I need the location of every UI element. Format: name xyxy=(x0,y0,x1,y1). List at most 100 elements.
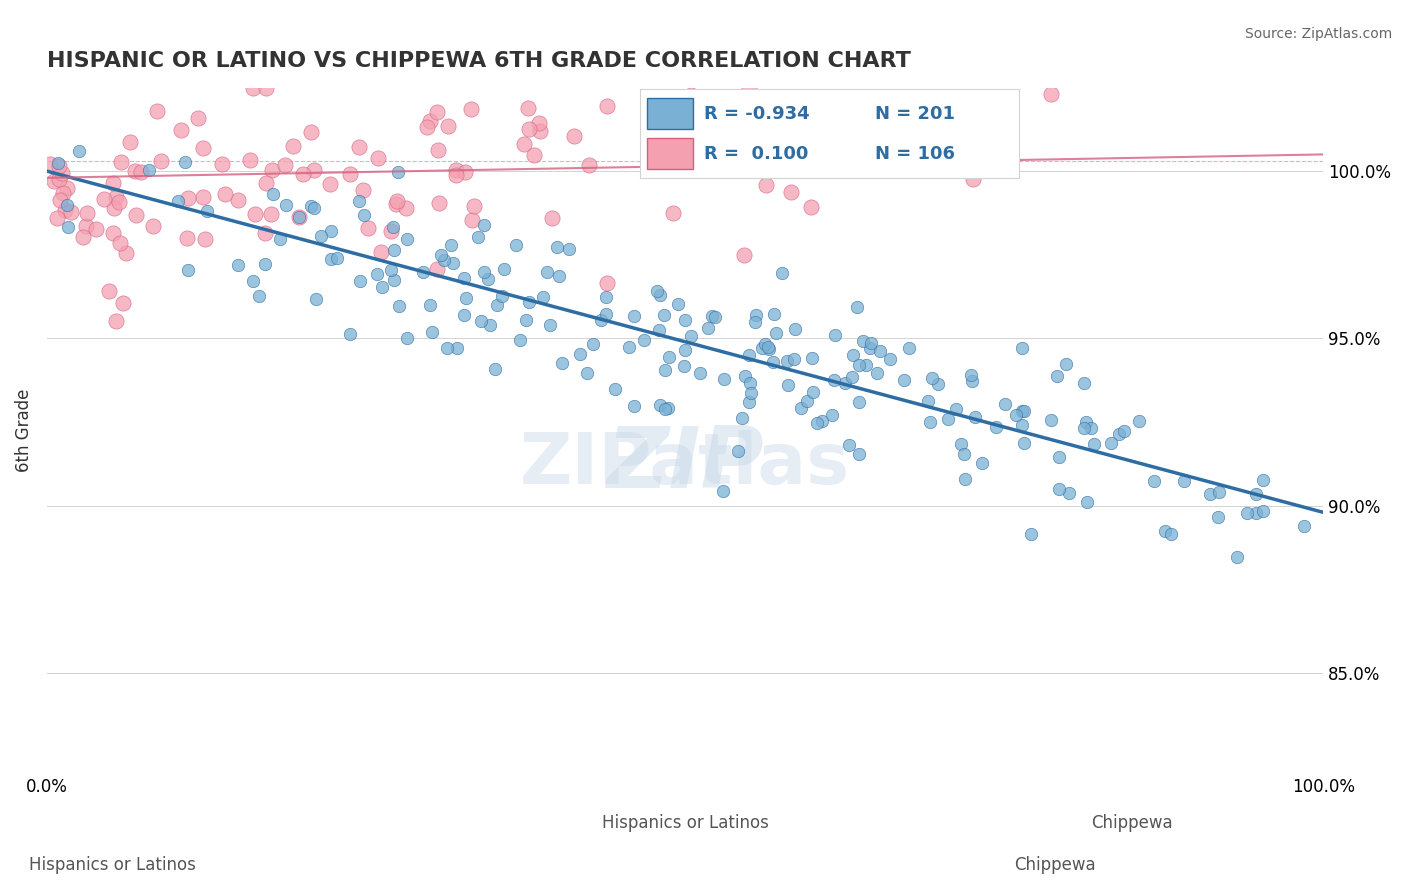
Hispanics or Latinos xyxy=(262,187,284,202)
Chippewa xyxy=(141,219,163,233)
Chippewa xyxy=(527,115,550,129)
FancyBboxPatch shape xyxy=(647,138,693,169)
Hispanics or Latinos xyxy=(763,307,786,321)
Hispanics or Latinos xyxy=(302,201,325,215)
Chippewa xyxy=(461,213,484,227)
Chippewa xyxy=(742,114,765,128)
Chippewa xyxy=(120,135,142,149)
Hispanics or Latinos xyxy=(952,447,974,461)
Hispanics or Latinos xyxy=(820,408,842,422)
Chippewa xyxy=(112,296,135,310)
Chippewa xyxy=(254,80,277,95)
Chippewa xyxy=(281,139,304,153)
Chippewa xyxy=(59,205,82,219)
Chippewa xyxy=(193,141,215,155)
Chippewa xyxy=(104,314,127,328)
Chippewa xyxy=(352,184,374,198)
Chippewa xyxy=(76,205,98,219)
Chippewa xyxy=(124,163,146,178)
Hispanics or Latinos xyxy=(548,269,571,284)
Hispanics or Latinos xyxy=(758,342,780,356)
Chippewa xyxy=(93,192,115,206)
Chippewa xyxy=(962,172,984,186)
Chippewa xyxy=(72,230,94,244)
Hispanics or Latinos xyxy=(366,267,388,281)
Chippewa xyxy=(45,211,67,225)
Hispanics or Latinos xyxy=(776,354,799,368)
Hispanics or Latinos xyxy=(679,329,702,343)
Hispanics or Latinos xyxy=(666,297,689,311)
Hispanics or Latinos xyxy=(962,374,984,388)
Chippewa xyxy=(51,166,73,180)
Hispanics or Latinos xyxy=(838,438,860,452)
Chippewa xyxy=(49,193,72,207)
Hispanics or Latinos xyxy=(731,411,754,425)
Chippewa xyxy=(463,198,485,212)
Chippewa xyxy=(39,156,62,170)
Hispanics or Latinos xyxy=(1236,506,1258,520)
FancyBboxPatch shape xyxy=(647,98,693,129)
Hispanics or Latinos xyxy=(824,328,846,343)
Hispanics or Latinos xyxy=(648,398,671,412)
Hispanics or Latinos xyxy=(436,341,458,355)
Chippewa xyxy=(48,172,70,186)
Hispanics or Latinos xyxy=(472,265,495,279)
Hispanics or Latinos xyxy=(796,393,818,408)
Hispanics or Latinos xyxy=(484,361,506,376)
Chippewa xyxy=(214,187,236,202)
Chippewa xyxy=(578,158,600,172)
Hispanics or Latinos xyxy=(301,199,323,213)
Hispanics or Latinos xyxy=(810,414,832,428)
Hispanics or Latinos xyxy=(848,358,870,372)
Hispanics or Latinos xyxy=(673,343,696,358)
Hispanics or Latinos xyxy=(276,198,298,212)
Hispanics or Latinos xyxy=(984,419,1007,434)
Chippewa xyxy=(523,147,546,161)
Chippewa xyxy=(416,120,439,134)
Text: N = 106: N = 106 xyxy=(875,145,955,163)
Hispanics or Latinos xyxy=(69,145,91,159)
Hispanics or Latinos xyxy=(1019,527,1042,541)
Chippewa xyxy=(115,246,138,260)
Chippewa xyxy=(48,159,70,173)
Hispanics or Latinos xyxy=(936,411,959,425)
Chippewa xyxy=(176,231,198,245)
Hispanics or Latinos xyxy=(1076,415,1098,429)
Hispanics or Latinos xyxy=(494,262,516,277)
Chippewa xyxy=(291,167,314,181)
Hispanics or Latinos xyxy=(546,240,568,254)
Hispanics or Latinos xyxy=(595,290,617,304)
Hispanics or Latinos xyxy=(575,366,598,380)
Hispanics or Latinos xyxy=(654,402,676,417)
Hispanics or Latinos xyxy=(371,280,394,294)
Hispanics or Latinos xyxy=(441,256,464,270)
Text: Source: ZipAtlas.com: Source: ZipAtlas.com xyxy=(1244,27,1392,41)
Hispanics or Latinos xyxy=(472,218,495,232)
Hispanics or Latinos xyxy=(738,348,761,362)
Chippewa xyxy=(426,143,449,157)
Hispanics or Latinos xyxy=(652,308,675,322)
Chippewa xyxy=(211,157,233,171)
Hispanics or Latinos xyxy=(478,318,501,332)
Chippewa xyxy=(562,128,585,143)
Chippewa xyxy=(385,194,408,208)
Chippewa xyxy=(274,158,297,172)
Text: Hispanics or Latinos: Hispanics or Latinos xyxy=(602,814,769,832)
Hispanics or Latinos xyxy=(846,300,869,314)
Hispanics or Latinos xyxy=(319,252,342,267)
Hispanics or Latinos xyxy=(751,342,773,356)
Chippewa xyxy=(319,177,342,191)
Hispanics or Latinos xyxy=(727,444,749,458)
Chippewa xyxy=(98,284,121,298)
Hispanics or Latinos xyxy=(617,340,640,354)
Hispanics or Latinos xyxy=(762,355,785,369)
Hispanics or Latinos xyxy=(551,356,574,370)
Chippewa xyxy=(686,101,709,115)
Chippewa xyxy=(541,211,564,225)
Hispanics or Latinos xyxy=(654,363,676,377)
Hispanics or Latinos xyxy=(1039,413,1062,427)
Chippewa xyxy=(426,262,449,277)
Chippewa xyxy=(367,151,389,165)
Hispanics or Latinos xyxy=(1011,341,1033,355)
Hispanics or Latinos xyxy=(1083,436,1105,450)
